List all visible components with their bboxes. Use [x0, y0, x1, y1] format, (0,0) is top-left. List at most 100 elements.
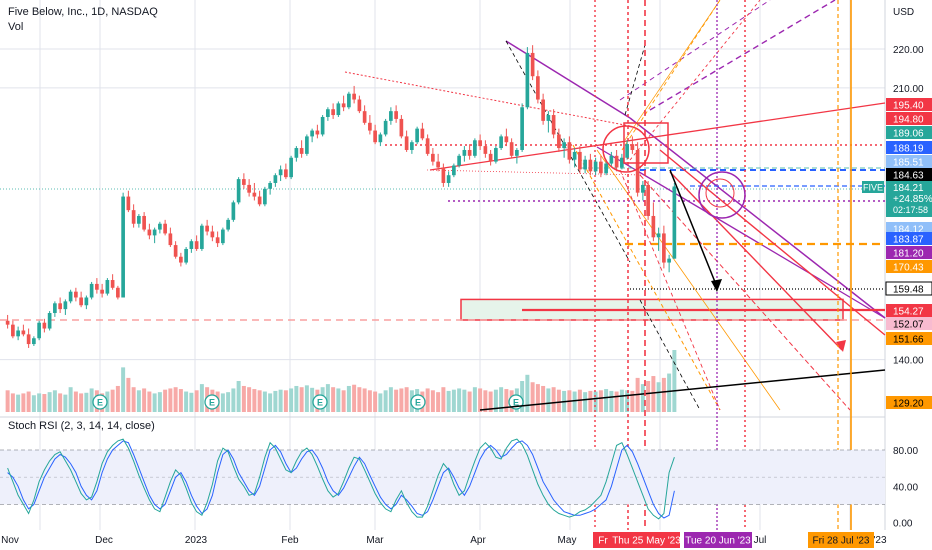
candle-body	[305, 136, 309, 154]
projection-arrow	[669, 169, 718, 288]
last-price-text: +24.85%	[893, 194, 932, 205]
drawing-tools-front	[602, 122, 846, 352]
earnings-marker-label: E	[513, 398, 519, 408]
trend-line	[624, 0, 721, 141]
volume-bar	[404, 387, 409, 412]
volume-bar	[142, 388, 147, 412]
volume-bar	[446, 390, 451, 412]
candle-body	[16, 330, 20, 337]
candle-body	[452, 165, 456, 176]
volume-bar	[252, 389, 257, 412]
candle-body	[462, 149, 467, 156]
price-label-text: 185.51	[893, 158, 924, 169]
candle-body	[326, 109, 330, 117]
candle-body	[242, 179, 246, 185]
candle-body	[79, 297, 83, 306]
volume-bar	[37, 393, 42, 412]
candle-body	[625, 144, 629, 158]
candle-body	[557, 134, 561, 149]
candle-body	[609, 155, 614, 164]
candle-body	[121, 196, 125, 298]
candle-body	[331, 109, 335, 116]
candle-body	[278, 169, 283, 176]
candle-body	[74, 291, 78, 298]
volume-bar	[257, 390, 262, 412]
candle-body	[200, 225, 204, 249]
time-axis[interactable]: Nov Dec 2023 Feb Mar Apr May Jul '23 Fr Thu 25 May…	[1, 532, 887, 548]
price-label-badge	[886, 98, 932, 111]
candle-body	[68, 291, 73, 302]
rsi-tick-label: 80.00	[893, 446, 918, 457]
volume-bar	[73, 391, 78, 412]
candle-body	[189, 241, 194, 249]
date-marker-text: Tue 20 Jun '23	[685, 536, 751, 547]
trend-line	[659, 149, 886, 336]
earnings-marker	[312, 394, 328, 410]
candle-body	[268, 182, 272, 189]
volume-bar	[16, 394, 21, 412]
volume-bar	[325, 384, 330, 412]
price-label-text: 152.07	[893, 320, 924, 331]
candle-body	[210, 231, 215, 238]
rsi-series-line	[7, 440, 675, 519]
volume-bar	[42, 394, 47, 412]
volume-bar	[625, 390, 630, 412]
candle-body	[410, 142, 414, 150]
highlight-circle	[698, 171, 746, 219]
volume-bar	[89, 388, 94, 412]
price-label-text: 154.27	[893, 307, 924, 318]
candle-body	[341, 103, 346, 108]
volume-bar	[262, 391, 267, 412]
arrow-head	[711, 279, 722, 292]
rsi-tick-label: 0.00	[893, 519, 913, 530]
volume-bar	[367, 390, 372, 412]
trend-line	[649, 0, 836, 111]
candle-body	[263, 188, 267, 205]
volume-bar	[189, 392, 194, 412]
candle-body	[404, 136, 409, 150]
volume-bar	[194, 390, 199, 412]
candle-body	[194, 241, 199, 249]
date-marker-badge	[684, 532, 752, 548]
volume-bar	[430, 390, 435, 412]
price-label-text: 195.40	[893, 101, 924, 112]
candle-body	[394, 111, 398, 119]
candle-body	[599, 161, 603, 174]
price-label-badge	[886, 222, 932, 235]
volume-bar	[220, 393, 225, 412]
candle-body	[163, 223, 167, 234]
candle-body	[425, 138, 430, 154]
price-label-badge	[886, 232, 932, 245]
last-price-text: 02:17:58	[893, 205, 928, 215]
candle-body	[399, 118, 404, 137]
volume-bar	[31, 395, 36, 412]
candle-body	[21, 330, 26, 335]
volume-bar	[63, 394, 68, 412]
volume-bar	[525, 374, 530, 412]
earnings-marker	[92, 394, 108, 410]
candle-body	[488, 153, 493, 162]
volume-bar	[79, 393, 84, 412]
price-tick-label: 210.00	[893, 84, 924, 95]
price-axis[interactable]: 80.00 40.00 0.00 220.00 210.00 140.00 195.40 19…	[862, 45, 932, 530]
ticker-tag-text: FIVE	[863, 183, 883, 193]
volume-bar	[614, 391, 619, 412]
date-marker-badge	[613, 532, 680, 548]
candle-body	[257, 196, 262, 205]
candle-body	[320, 116, 325, 135]
candle-body	[546, 115, 551, 121]
volume-bar	[184, 391, 189, 412]
price-label-text: 184.63	[893, 171, 924, 182]
date-marker-text: Fri 28 Jul '23	[813, 536, 870, 547]
candle-body	[362, 111, 367, 123]
candle-body	[415, 128, 419, 143]
volume-bar	[241, 385, 246, 412]
earnings-marker-label: E	[209, 398, 215, 408]
volume-bar	[157, 392, 162, 412]
time-tick-label: Jul	[754, 535, 767, 546]
candle-body	[504, 136, 509, 143]
candle-body	[667, 258, 671, 263]
volume-bar	[247, 387, 252, 412]
